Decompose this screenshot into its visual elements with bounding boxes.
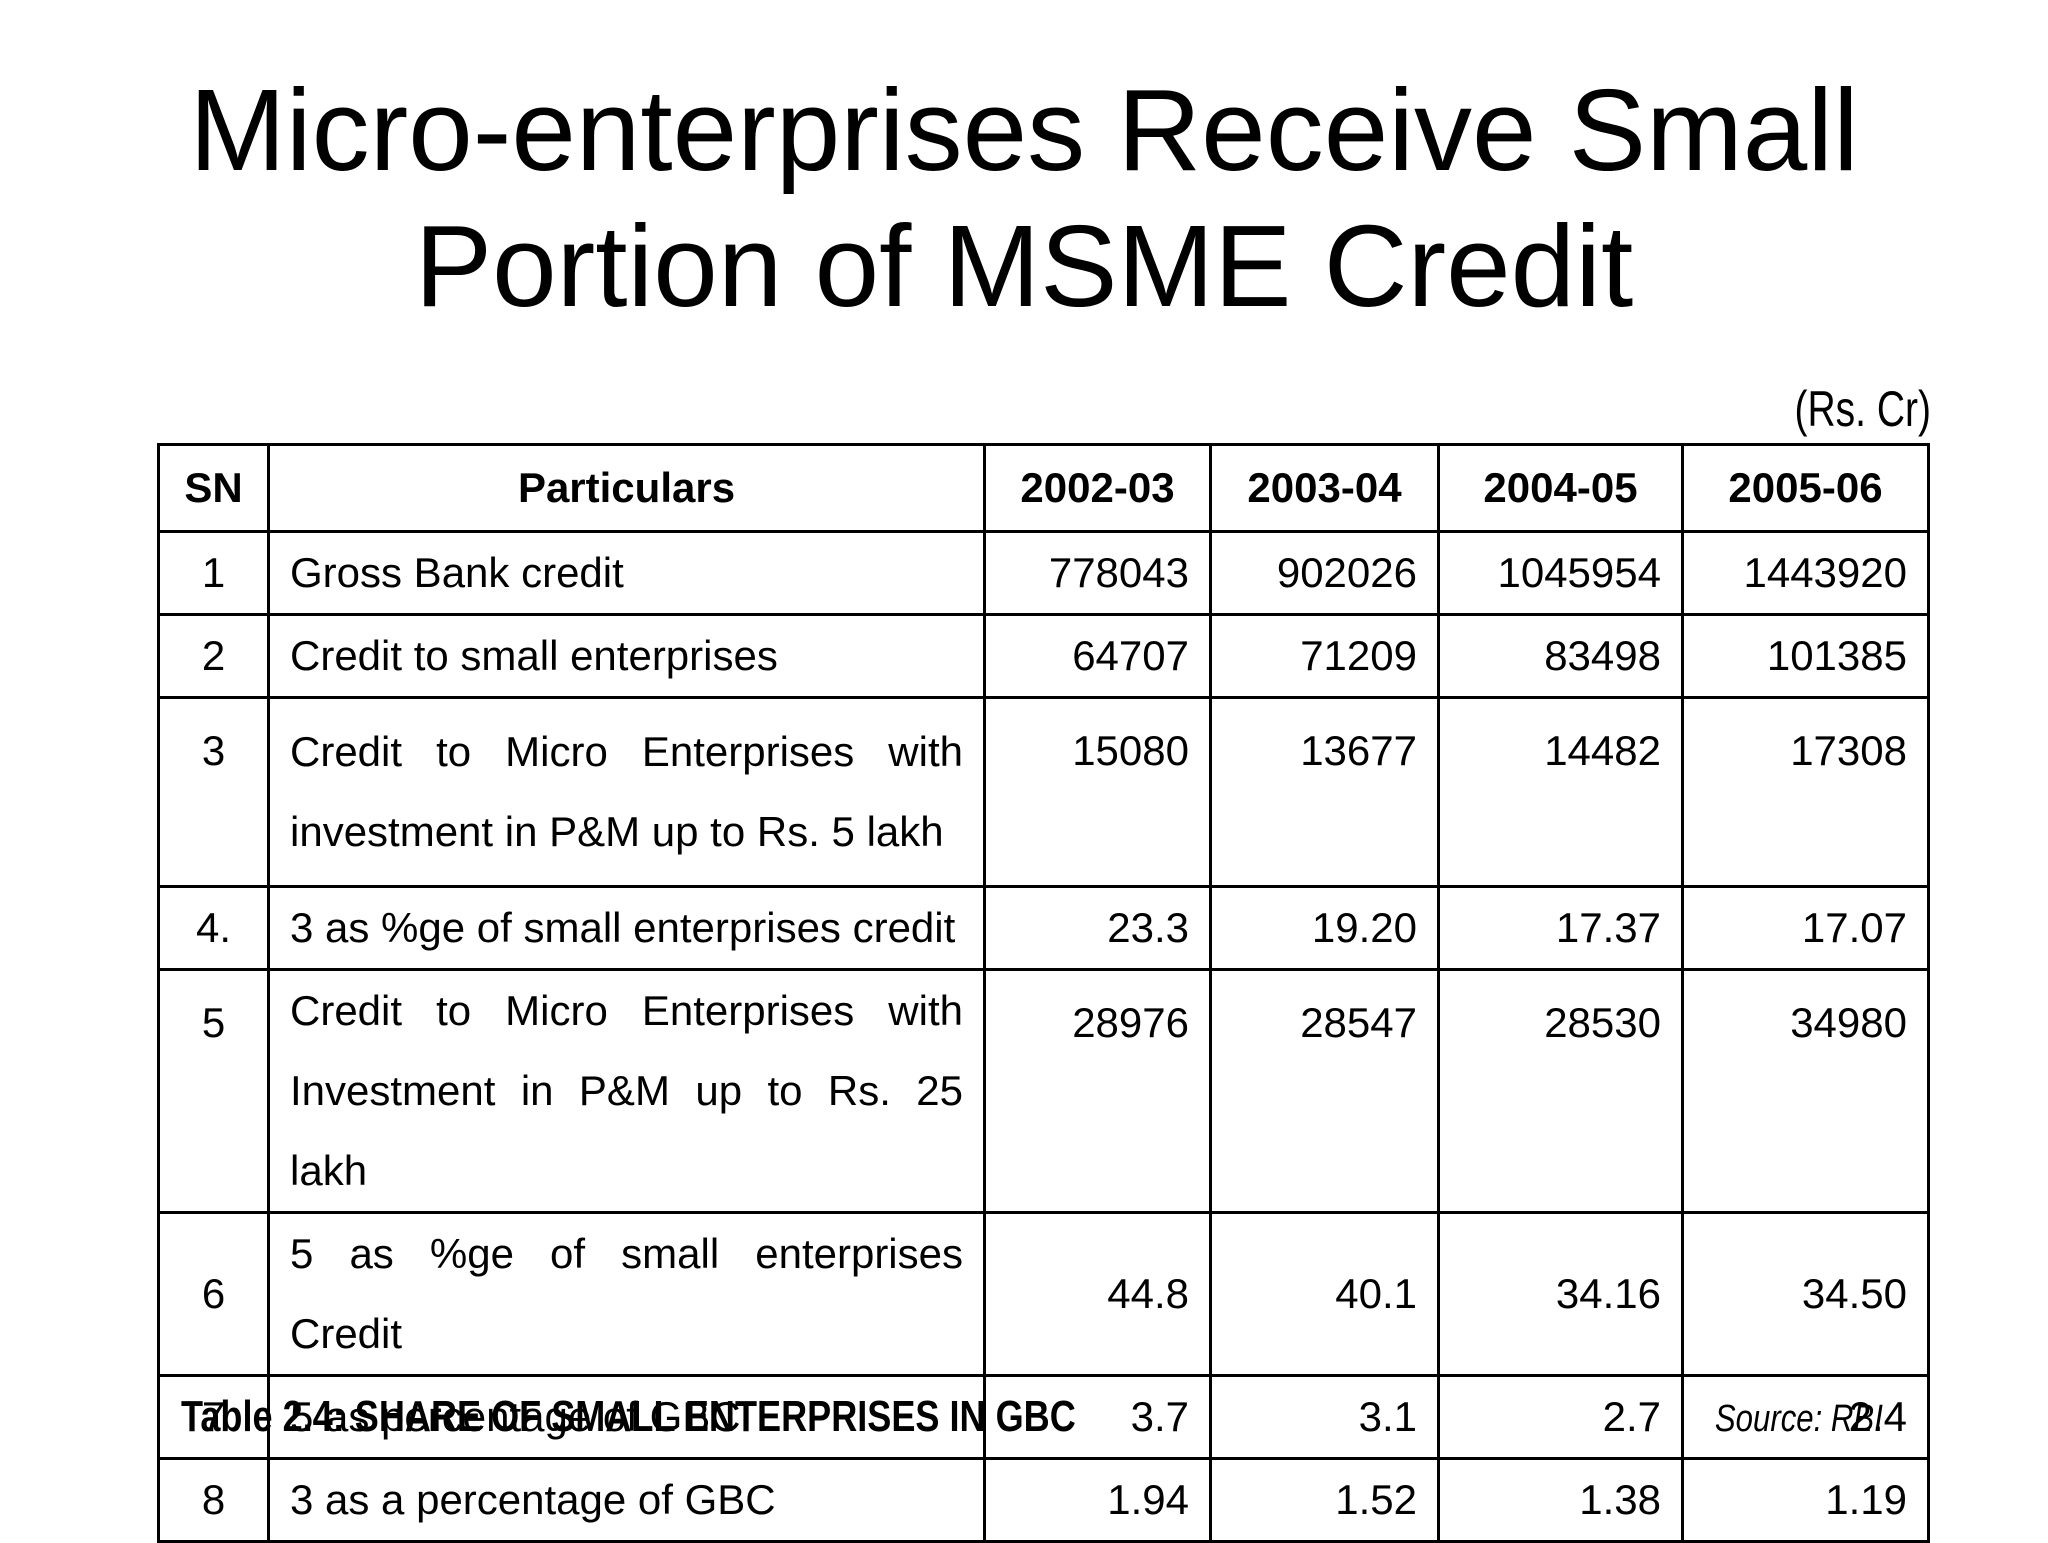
row-value-2004-05: 1.38 xyxy=(1437,1457,1684,1543)
slide-title: Micro-enterprises Receive Small Portion … xyxy=(0,62,2048,334)
slide-title-line-1: Micro-enterprises Receive Small xyxy=(189,65,1859,195)
row-sn: 2 xyxy=(157,613,270,699)
table-row: 2 Credit to small enterprises 64707 7120… xyxy=(157,613,1930,699)
row-value-2004-05: 1045954 xyxy=(1437,530,1684,616)
row-value-2003-04: 1.52 xyxy=(1209,1457,1440,1543)
table-row: 3 Credit to Micro Enterprises with inves… xyxy=(157,696,1930,888)
row-particulars: 3 as a percentage of GBC xyxy=(267,1457,986,1543)
table-row: 5 Credit to Micro Enterprises with Inves… xyxy=(157,968,1930,1214)
row-value-2005-06: 101385 xyxy=(1681,613,1930,699)
row-particulars: 5 as %ge of small enterprises Credit xyxy=(267,1211,986,1377)
row-sn: 1 xyxy=(157,530,270,616)
table-row: 4. 3 as %ge of small enterprises credit … xyxy=(157,885,1930,971)
row-value-2003-04: 3.1 xyxy=(1209,1374,1440,1460)
row-sn: 5 xyxy=(157,968,270,1214)
row-value-2004-05: 17.37 xyxy=(1437,885,1684,971)
row-value-2004-05: 14482 xyxy=(1437,696,1684,888)
row-particulars: Credit to Micro Enterprises with Investm… xyxy=(267,968,986,1214)
row-particulars: 5 as percentage of GBC xyxy=(267,1374,986,1460)
slide-title-line-2: Portion of MSME Credit xyxy=(414,201,1634,331)
row-value-2005-06: 17.07 xyxy=(1681,885,1930,971)
row-particulars: Credit to Micro Enterprises with investm… xyxy=(267,696,986,888)
row-value-2003-04: 13677 xyxy=(1209,696,1440,888)
row-sn: 8 xyxy=(157,1457,270,1543)
row-value-2004-05: 28530 xyxy=(1437,968,1684,1214)
header-sn: SN xyxy=(157,443,270,533)
row-particulars: 3 as %ge of small enterprises credit xyxy=(267,885,986,971)
row-sn: 4. xyxy=(157,885,270,971)
table-row: 8 3 as a percentage of GBC 1.94 1.52 1.3… xyxy=(157,1457,1930,1543)
units-label: (Rs. Cr) xyxy=(1794,381,1931,437)
row-value-2003-04: 28547 xyxy=(1209,968,1440,1214)
header-2004-05: 2004-05 xyxy=(1437,443,1684,533)
row-value-2005-06: 34.50 xyxy=(1681,1211,1930,1377)
row-value-2005-06: 2.4 xyxy=(1681,1374,1930,1460)
msme-credit-table: SN Particulars 2002-03 2003-04 2004-05 2… xyxy=(157,443,1930,1543)
row-value-2003-04: 19.20 xyxy=(1209,885,1440,971)
row-value-2002-03: 44.8 xyxy=(983,1211,1212,1377)
table-row: 6 5 as %ge of small enterprises Credit 4… xyxy=(157,1211,1930,1377)
row-value-2002-03: 23.3 xyxy=(983,885,1212,971)
row-value-2005-06: 34980 xyxy=(1681,968,1930,1214)
row-value-2002-03: 15080 xyxy=(983,696,1212,888)
row-value-2004-05: 83498 xyxy=(1437,613,1684,699)
table-header-row: SN Particulars 2002-03 2003-04 2004-05 2… xyxy=(157,443,1930,533)
row-value-2002-03: 64707 xyxy=(983,613,1212,699)
row-value-2005-06: 1443920 xyxy=(1681,530,1930,616)
row-sn: 6 xyxy=(157,1211,270,1377)
table-row: 7 5 as percentage of GBC 3.7 3.1 2.7 2.4 xyxy=(157,1374,1930,1460)
table-row: 1 Gross Bank credit 778043 902026 104595… xyxy=(157,530,1930,616)
row-value-2003-04: 71209 xyxy=(1209,613,1440,699)
row-particulars: Gross Bank credit xyxy=(267,530,986,616)
table-caption: Table 2.4: SHARE OF SMALL ENTERPRISES IN… xyxy=(181,1392,1076,1441)
row-value-2002-03: 28976 xyxy=(983,968,1212,1214)
header-2003-04: 2003-04 xyxy=(1209,443,1440,533)
source-note: Source: RBI xyxy=(1715,1398,1883,1440)
row-sn: 7 xyxy=(157,1374,270,1460)
header-2005-06: 2005-06 xyxy=(1681,443,1930,533)
row-value-2002-03: 778043 xyxy=(983,530,1212,616)
row-value-2003-04: 40.1 xyxy=(1209,1211,1440,1377)
row-value-2003-04: 902026 xyxy=(1209,530,1440,616)
row-sn: 3 xyxy=(157,696,270,888)
row-value-2004-05: 34.16 xyxy=(1437,1211,1684,1377)
row-value-2005-06: 1.19 xyxy=(1681,1457,1930,1543)
header-particulars: Particulars xyxy=(267,443,986,533)
row-particulars: Credit to small enterprises xyxy=(267,613,986,699)
header-2002-03: 2002-03 xyxy=(983,443,1212,533)
row-value-2002-03: 3.7 xyxy=(983,1374,1212,1460)
row-value-2005-06: 17308 xyxy=(1681,696,1930,888)
row-value-2002-03: 1.94 xyxy=(983,1457,1212,1543)
row-value-2004-05: 2.7 xyxy=(1437,1374,1684,1460)
